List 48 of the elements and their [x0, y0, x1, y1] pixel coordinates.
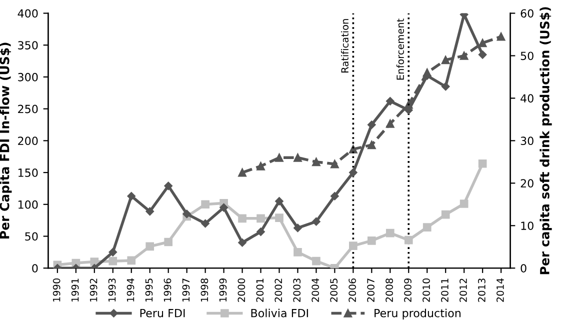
- y-axis-title: Per Capita FDI In-flow (US$): [0, 42, 12, 238]
- legend-label: Peru FDI: [140, 309, 185, 318]
- ref-line-label: Ratification: [341, 19, 349, 72]
- y-tick-label: 100: [18, 200, 38, 209]
- x-tick-label: 1995: [145, 278, 153, 302]
- legend-label: Bolivia FDI: [251, 308, 308, 318]
- x-tick-label: 2002: [274, 278, 282, 302]
- x-tick-label: 2005: [330, 278, 338, 302]
- x-tick-label: 1994: [126, 278, 134, 302]
- x-tick-label: 2011: [441, 278, 448, 302]
- x-tick-label: 2009: [404, 278, 412, 302]
- y-tick-label: 0: [32, 264, 38, 272]
- x-tick-label: 2003: [293, 278, 301, 302]
- x-tick-label: 2007: [367, 278, 374, 302]
- x-tick-label: 1991: [71, 278, 79, 302]
- x-tick-label: 1997: [182, 278, 190, 302]
- x-tick-label: 2000: [238, 278, 246, 302]
- ref-line-label: Enforcement: [396, 18, 404, 80]
- y-tick-label: 200: [18, 136, 38, 146]
- y2-tick-label: 10: [521, 222, 534, 230]
- y-tick-label: 250: [18, 104, 38, 114]
- y-tick-label: 350: [18, 41, 38, 50]
- x-tick-label: 2014: [496, 278, 504, 302]
- x-tick-label: 2006: [348, 278, 356, 302]
- y2-tick-label: 0: [520, 264, 526, 272]
- x-tick-label: 2001: [256, 278, 264, 302]
- x-tick-label: 1992: [90, 278, 98, 302]
- y-tick-label: 50: [25, 232, 38, 241]
- legend-label: Peru production: [374, 308, 460, 320]
- y2-tick-label: 60: [520, 9, 534, 18]
- y2-tick-label: 20: [520, 179, 534, 188]
- x-tick-label: 2013: [478, 278, 486, 302]
- y-tick-label: 400: [18, 9, 38, 18]
- y-tick-label: 150: [18, 168, 38, 177]
- x-tick-label: 1999: [219, 278, 227, 302]
- y2-tick-label: 40: [520, 94, 534, 103]
- x-tick-label: 1996: [164, 278, 172, 302]
- x-tick-label: 2008: [386, 278, 393, 302]
- y2-tick-label: 30: [520, 136, 534, 146]
- y2-tick-label: 50: [520, 52, 534, 60]
- y-tick-label: 300: [18, 72, 38, 82]
- x-tick-label: 1993: [108, 278, 116, 302]
- x-tick-label: 1998: [200, 278, 208, 302]
- x-tick-label: 2012: [460, 278, 467, 302]
- x-tick-label: 2004: [312, 278, 320, 302]
- x-tick-label: 1990: [52, 278, 60, 302]
- x-tick-label: 2010: [422, 278, 430, 302]
- y2-axis-title: Per capita soft drink production (US$): [540, 7, 552, 274]
